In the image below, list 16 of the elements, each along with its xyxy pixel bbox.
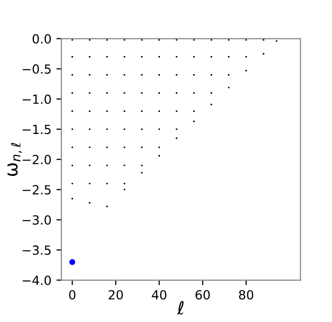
x-tick-label: 40 [152, 290, 166, 300]
x-tick-label: 60 [196, 290, 210, 300]
y-tick-label: −0.5 [22, 64, 51, 74]
y-tick-label: −4.0 [22, 276, 51, 286]
y-tick-label: −1.5 [22, 124, 51, 134]
y-tick-label: −3.5 [22, 245, 51, 255]
y-tick-label: −1.0 [22, 94, 51, 104]
x-axis-title: ℓ [176, 300, 184, 315]
x-tick-label: 80 [239, 290, 254, 300]
x-tick-label: 20 [108, 290, 123, 300]
y-axis-title: ω$_{n,ℓ}$ [8, 142, 22, 176]
y-tick-label: −2.0 [22, 154, 51, 164]
y-tick-label: −3.0 [22, 215, 51, 225]
y-tick-label: −2.5 [22, 185, 51, 195]
y-tick-label: 0.0 [32, 34, 51, 44]
x-tick-label: 0 [69, 290, 76, 300]
